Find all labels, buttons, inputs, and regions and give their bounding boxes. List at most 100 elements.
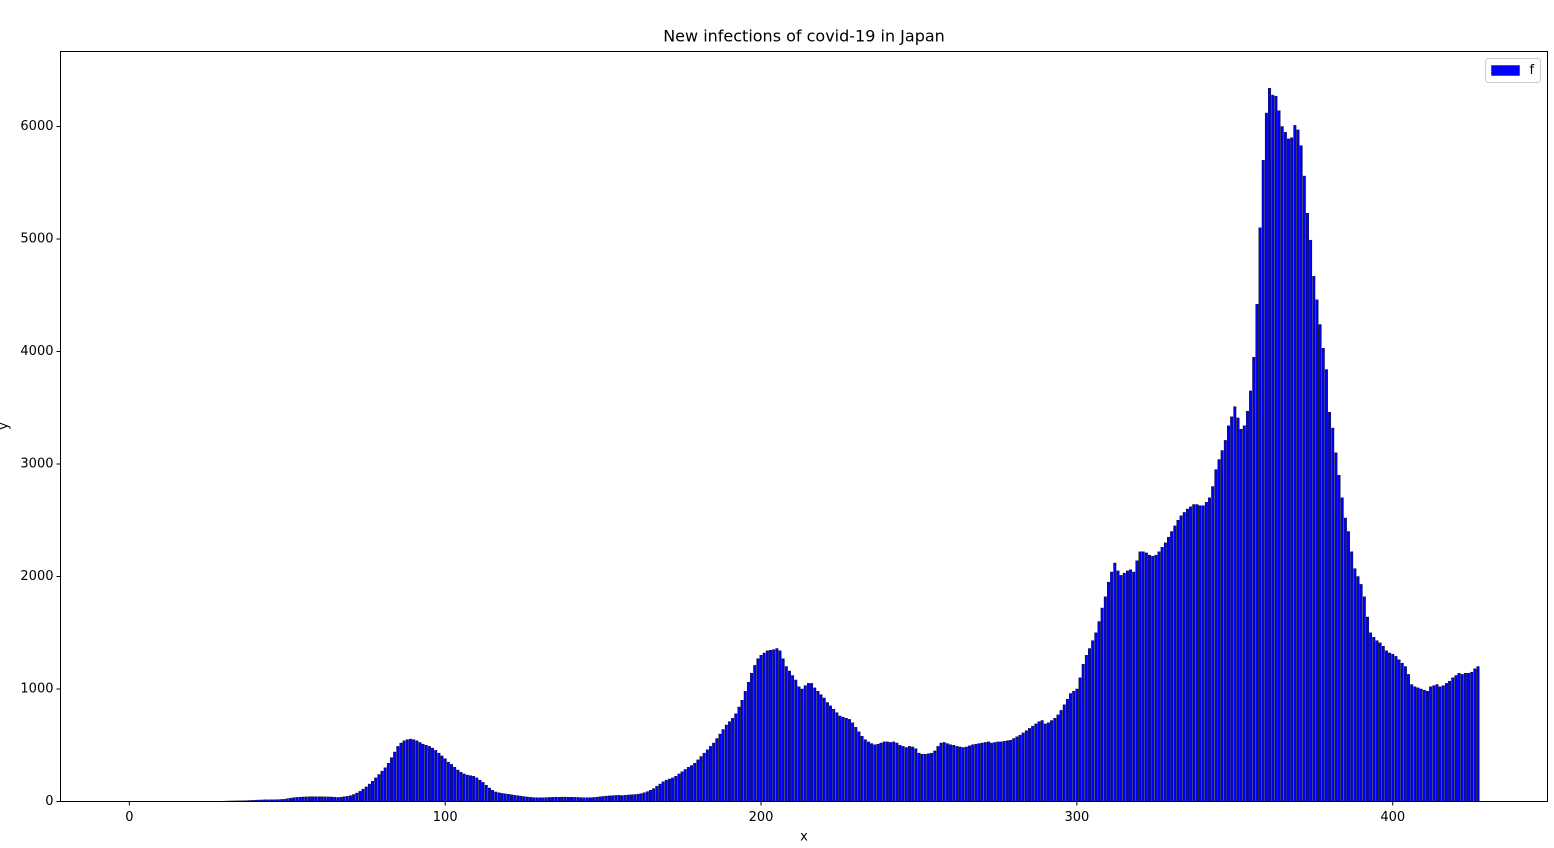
bar: [974, 743, 978, 802]
bar: [1381, 646, 1385, 802]
bar: [1050, 720, 1054, 802]
bar: [1097, 621, 1101, 802]
bar: [870, 743, 874, 802]
bar: [1182, 512, 1186, 802]
bar: [1195, 504, 1199, 802]
bar: [364, 786, 368, 802]
bar: [1144, 552, 1148, 802]
bar: [1018, 734, 1022, 802]
bar: [620, 795, 624, 802]
bar: [557, 797, 561, 802]
bar: [671, 777, 675, 802]
bar: [317, 796, 321, 802]
bar: [525, 796, 529, 802]
bar: [680, 771, 684, 802]
bar: [1107, 581, 1110, 802]
bar: [945, 743, 949, 802]
bar: [424, 745, 428, 802]
bars: [222, 88, 1480, 802]
bar: [1255, 304, 1259, 802]
bar: [999, 741, 1003, 802]
bar: [1460, 674, 1464, 802]
bar: [652, 788, 656, 802]
bar: [727, 721, 731, 802]
bar: [1163, 542, 1167, 802]
bar: [1334, 452, 1338, 802]
bar: [955, 746, 959, 802]
bar: [1305, 212, 1309, 802]
bar: [806, 683, 810, 802]
bar: [1312, 275, 1316, 802]
bar: [494, 791, 498, 802]
y-tick-label: 1000: [20, 682, 53, 697]
bar: [664, 779, 668, 802]
bar: [1388, 652, 1392, 802]
bar: [816, 691, 820, 802]
bar: [314, 796, 318, 802]
bar: [491, 790, 495, 802]
bar: [1299, 145, 1303, 802]
bar: [693, 763, 697, 802]
y-tick-label: 5000: [20, 232, 53, 247]
plot-frame: [60, 51, 1548, 802]
bar: [942, 742, 946, 802]
bar: [993, 742, 997, 802]
bar: [408, 738, 412, 802]
y-tick-label: 3000: [20, 457, 53, 472]
bar: [1125, 570, 1129, 802]
bar: [655, 786, 659, 802]
bar: [576, 797, 580, 802]
bar: [1403, 666, 1407, 802]
bar: [323, 796, 327, 802]
bar: [475, 777, 479, 802]
bar: [1429, 686, 1433, 802]
bar: [1359, 584, 1363, 802]
bar: [715, 738, 719, 802]
bar: [1451, 677, 1455, 802]
bar: [472, 775, 476, 802]
bar: [617, 795, 621, 802]
bar: [724, 724, 728, 802]
bar: [459, 772, 463, 802]
bar: [1426, 691, 1429, 802]
bar: [746, 682, 750, 802]
bar: [838, 715, 842, 802]
bar: [1340, 497, 1344, 802]
bar: [1062, 704, 1066, 802]
bar: [614, 795, 618, 802]
bar: [1135, 560, 1139, 802]
bar: [1214, 469, 1218, 802]
bar: [649, 790, 652, 802]
bar: [522, 796, 526, 802]
bar: [1037, 721, 1041, 802]
bar: [352, 794, 356, 802]
x-tick-label: 400: [1380, 810, 1405, 825]
bar: [933, 750, 937, 802]
bar: [1375, 640, 1379, 802]
bar: [639, 793, 643, 802]
bar: [990, 742, 994, 802]
x-tick-label: 100: [433, 810, 458, 825]
bar: [462, 773, 466, 802]
bar: [1353, 568, 1357, 802]
x-tick-label: 200: [749, 810, 774, 825]
bar: [1432, 685, 1436, 802]
bar: [1476, 666, 1480, 802]
bar: [288, 797, 292, 802]
bar: [367, 783, 371, 802]
bar: [1151, 556, 1155, 802]
bar: [1391, 653, 1395, 802]
bar: [753, 665, 757, 802]
bar: [829, 705, 832, 802]
bar: [500, 793, 504, 802]
bar: [469, 775, 472, 802]
bar: [1217, 459, 1221, 802]
bar: [1053, 718, 1057, 802]
bar: [380, 770, 384, 802]
bar: [554, 797, 558, 802]
bar: [1012, 738, 1016, 802]
bar: [731, 718, 735, 802]
bar: [1419, 688, 1423, 802]
bar: [1290, 137, 1294, 802]
bar: [330, 796, 333, 802]
